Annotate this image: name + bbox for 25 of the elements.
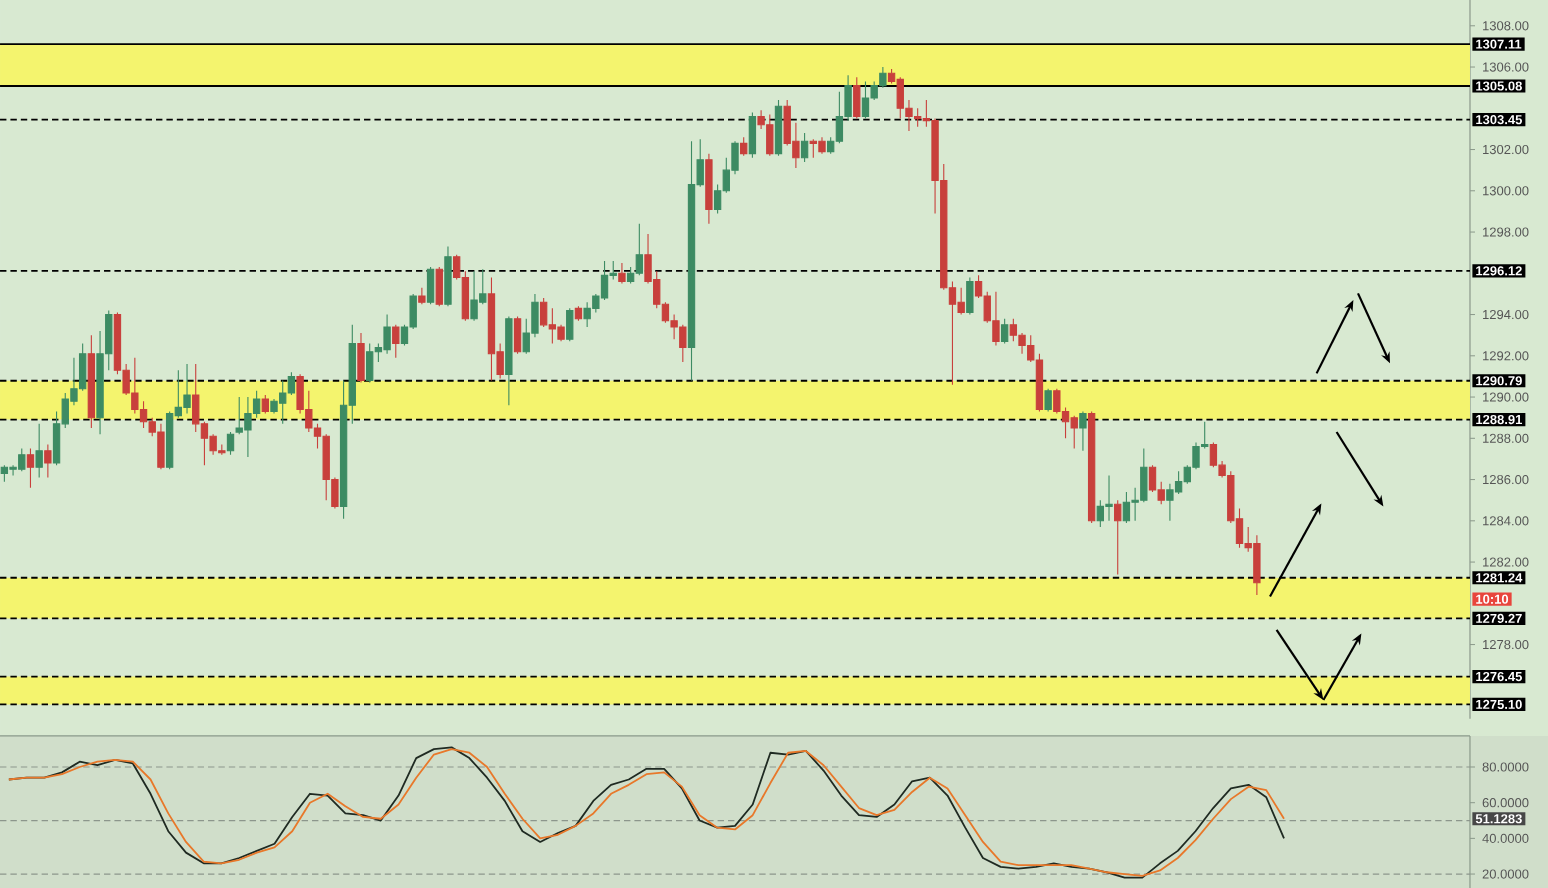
candlestick — [853, 76, 861, 120]
candlestick — [44, 443, 52, 479]
candlestick — [418, 287, 426, 305]
candlestick — [913, 107, 922, 128]
candlestick — [392, 324, 400, 359]
candlestick — [618, 262, 626, 285]
candlestick — [1114, 499, 1122, 575]
candlestick — [435, 266, 443, 307]
candlestick — [26, 448, 35, 489]
candlestick — [357, 332, 365, 384]
candlestick — [1105, 474, 1113, 522]
candlestick — [705, 153, 713, 225]
candlestick — [1087, 410, 1096, 524]
candlestick — [1070, 415, 1078, 450]
candlestick — [513, 316, 522, 355]
candlestick — [87, 334, 96, 429]
candlestick — [261, 394, 269, 415]
candlestick — [183, 363, 191, 415]
candlestick — [505, 316, 513, 406]
candlestick — [1079, 410, 1087, 452]
candlestick — [487, 276, 496, 382]
candlestick — [574, 305, 583, 322]
candlestick — [383, 314, 391, 355]
candlestick — [740, 136, 748, 157]
candlestick — [818, 136, 826, 155]
